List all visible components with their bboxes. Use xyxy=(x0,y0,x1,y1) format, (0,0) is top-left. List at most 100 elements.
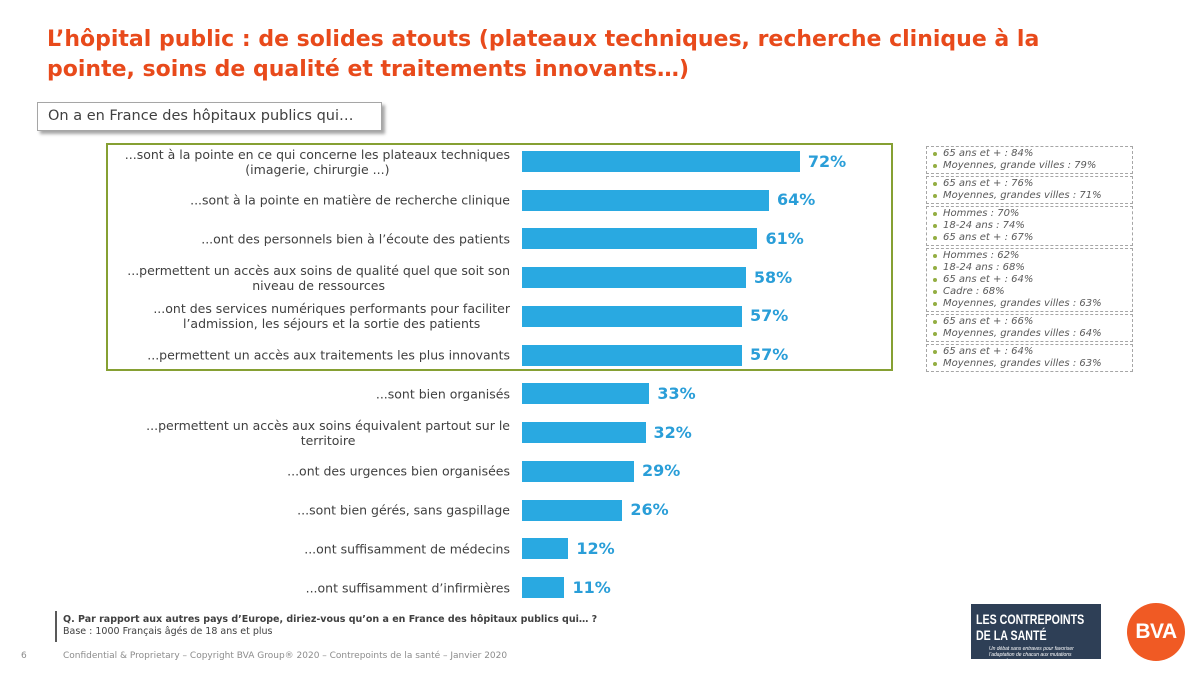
bullet-icon xyxy=(933,254,937,258)
value-label: 57% xyxy=(750,345,789,365)
category-label: ...sont bien organisés xyxy=(375,386,510,402)
subgroup-note-text: Moyennes, grande villes : 79% xyxy=(943,160,1097,171)
value-label: 12% xyxy=(576,538,615,558)
subgroup-note-line: Moyennes, grandes villes : 63% xyxy=(933,358,1132,370)
bar xyxy=(522,538,569,560)
value-label: 11% xyxy=(572,577,611,597)
subgroup-note-line: Moyennes, grandes villes : 64% xyxy=(933,328,1132,340)
subgroup-note-box: Hommes : 62% 18-24 ans : 68% 65 ans et + :… xyxy=(926,248,1133,312)
subgroup-note-line: Moyennes, grandes villes : 71% xyxy=(933,190,1132,202)
bullet-icon xyxy=(933,320,937,324)
bar xyxy=(522,228,758,250)
chart-subtitle: On a en France des hôpitaux publics qui… xyxy=(48,108,354,124)
subgroup-note-text: 65 ans et + : 66% xyxy=(943,316,1034,327)
value-label: 32% xyxy=(653,422,692,442)
bullet-icon xyxy=(933,332,937,336)
subgroup-note-text: 65 ans et + : 76% xyxy=(943,178,1034,189)
subgroup-note-line: 65 ans et + : 67% xyxy=(933,232,1132,244)
subgroup-note-text: 65 ans et + : 67% xyxy=(943,232,1034,243)
contrepoints-logo: LES CONTREPOINTS DE LA SANTÉ Un débat sa… xyxy=(971,604,1101,659)
category-label: ...ont des urgences bien organisées xyxy=(287,463,510,479)
bullet-icon xyxy=(933,350,937,354)
value-label: 64% xyxy=(777,190,816,210)
subgroup-note-text: Cadre : 68% xyxy=(943,286,1005,297)
subgroup-note-box: 65 ans et + : 64% Moyennes, grandes ville… xyxy=(926,344,1133,372)
subgroup-note-line: Cadre : 68% xyxy=(933,286,1132,298)
bullet-icon xyxy=(933,266,937,270)
bullet-icon xyxy=(933,212,937,216)
subgroup-note-line: 18-24 ans : 74% xyxy=(933,220,1132,232)
value-label: 61% xyxy=(765,228,804,248)
subgroup-note-line: 18-24 ans : 68% xyxy=(933,262,1132,274)
bva-logo: BVA xyxy=(1127,603,1185,661)
bar xyxy=(522,383,650,405)
category-label: ...ont des services numériques performan… xyxy=(153,301,510,332)
bar xyxy=(522,499,623,521)
subgroup-note-line: 65 ans et + : 84% xyxy=(933,148,1132,160)
subgroup-note-text: Moyennes, grandes villes : 64% xyxy=(943,328,1102,339)
value-label: 58% xyxy=(753,267,793,287)
subgroup-note-text: Hommes : 62% xyxy=(943,250,1020,261)
contrepoints-logo-tagline: Un débat sans entraves pour favoriser l’… xyxy=(989,646,1074,659)
subgroup-note-text: 65 ans et + : 64% xyxy=(943,346,1034,357)
bar xyxy=(522,460,634,482)
page-number: 6 xyxy=(21,651,27,661)
subgroup-note-line: Hommes : 70% xyxy=(933,208,1132,220)
subgroup-note-line: 65 ans et + : 76% xyxy=(933,178,1132,190)
bullet-icon xyxy=(933,152,937,156)
chart-subtitle-box: On a en France des hôpitaux publics qui… xyxy=(37,102,382,131)
category-label: ...ont suffisamment de médecins xyxy=(304,541,510,557)
bva-logo-text: BVA xyxy=(1135,620,1177,643)
bullet-icon xyxy=(933,194,937,198)
bullet-icon xyxy=(933,224,937,228)
base-text: Base : 1000 Français âgés de 18 ans et p… xyxy=(63,626,273,637)
category-label: ...ont suffisamment d’infirmières xyxy=(305,580,510,596)
value-label: 33% xyxy=(657,383,696,403)
value-label: 26% xyxy=(630,500,669,520)
subgroup-note-text: 65 ans et + : 64% xyxy=(943,274,1034,285)
bar xyxy=(522,577,565,599)
subgroup-note-box: 65 ans et + : 76% Moyennes, grandes ville… xyxy=(926,176,1133,204)
category-label: ...permettent un accès aux soins de qual… xyxy=(127,262,510,293)
category-label: ...sont à la pointe en matière de recher… xyxy=(190,192,510,208)
subgroup-note-text: 18-24 ans : 74% xyxy=(943,220,1025,231)
bar xyxy=(522,151,800,172)
subgroup-note-text: Moyennes, grandes villes : 71% xyxy=(943,190,1102,201)
bullet-icon xyxy=(933,236,937,240)
category-label: ...sont à la pointe en ce qui concerne l… xyxy=(124,146,510,177)
bar xyxy=(522,422,646,444)
bar xyxy=(522,267,746,289)
contrepoints-logo-line1: LES CONTREPOINTS xyxy=(976,611,1085,627)
subgroup-note-line: 65 ans et + : 66% xyxy=(933,316,1132,328)
subgroup-notes-panel: 65 ans et + : 84% Moyennes, grande villes… xyxy=(926,146,1133,372)
bullet-icon xyxy=(933,182,937,186)
category-label: ...sont bien gérés, sans gaspillage xyxy=(297,502,510,518)
bullet-icon xyxy=(933,302,937,306)
question-divider xyxy=(55,611,57,642)
subgroup-note-line: Moyennes, grandes villes : 63% xyxy=(933,298,1132,310)
subgroup-note-line: Moyennes, grande villes : 79% xyxy=(933,160,1132,172)
bullet-icon xyxy=(933,164,937,168)
value-label: 57% xyxy=(750,306,789,326)
subgroup-note-box: Hommes : 70% 18-24 ans : 74% 65 ans et + :… xyxy=(926,206,1133,246)
bullet-icon xyxy=(933,278,937,282)
question-text: Q. Par rapport aux autres pays d’Europe,… xyxy=(63,614,598,625)
category-label: ...ont des personnels bien à l’écoute de… xyxy=(201,231,510,247)
top-items-highlight-box xyxy=(106,143,893,371)
subgroup-note-line: Hommes : 62% xyxy=(933,250,1132,262)
bullet-icon xyxy=(933,290,937,294)
subgroup-note-text: Moyennes, grandes villes : 63% xyxy=(943,358,1102,369)
subgroup-note-text: Moyennes, grandes villes : 63% xyxy=(943,298,1102,309)
subgroup-note-line: 65 ans et + : 64% xyxy=(933,346,1132,358)
category-label: ...permettent un accès aux traitements l… xyxy=(147,347,510,363)
bar xyxy=(522,189,770,211)
subgroup-note-line: 65 ans et + : 64% xyxy=(933,274,1132,286)
footer-copyright: Confidential & Proprietary – Copyright B… xyxy=(63,651,508,661)
bar xyxy=(522,344,743,366)
category-label: ...permettent un accès aux soins équival… xyxy=(146,417,510,448)
bar xyxy=(522,305,743,327)
value-label: 72% xyxy=(807,151,847,171)
slide-title: L’hôpital public : de solides atouts (pl… xyxy=(47,27,1040,82)
